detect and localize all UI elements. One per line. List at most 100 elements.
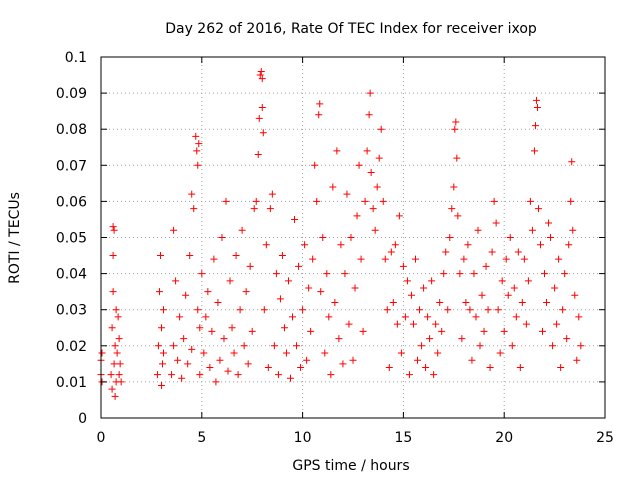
- data-point: [260, 306, 268, 314]
- data-point: [500, 327, 508, 335]
- data-point: [170, 226, 178, 234]
- data-point: [490, 197, 498, 205]
- data-point: [208, 327, 216, 335]
- data-point: [259, 129, 267, 137]
- data-point: [536, 241, 544, 249]
- data-point: [563, 335, 571, 343]
- data-point: [426, 335, 434, 343]
- data-point: [434, 349, 442, 357]
- y-tick-label: 0.01: [56, 375, 87, 391]
- data-point: [155, 288, 163, 296]
- data-point: [278, 252, 286, 260]
- data-point: [309, 255, 317, 263]
- data-point: [158, 360, 166, 368]
- data-point: [222, 197, 230, 205]
- data-point: [472, 313, 480, 321]
- data-point: [539, 327, 547, 335]
- data-point: [532, 96, 540, 104]
- x-tick-label: 15: [394, 430, 412, 446]
- data-point: [371, 226, 379, 234]
- y-tick-label: 0.1: [65, 50, 87, 66]
- data-point: [289, 313, 297, 321]
- data-point: [414, 356, 422, 364]
- y-tick-label: 0.07: [56, 158, 87, 174]
- data-point: [506, 234, 514, 241]
- data-point: [172, 277, 180, 285]
- x-tick-label: 10: [294, 430, 312, 446]
- data-point: [450, 183, 458, 191]
- data-point: [453, 154, 461, 162]
- data-point: [438, 327, 446, 335]
- data-point: [424, 313, 432, 321]
- data-point: [111, 342, 119, 350]
- data-point: [182, 291, 190, 299]
- data-point: [526, 197, 534, 205]
- data-point: [268, 190, 276, 198]
- data-point: [462, 298, 470, 306]
- data-point: [297, 363, 305, 371]
- data-point: [110, 226, 118, 234]
- data-point: [115, 335, 123, 343]
- data-point: [389, 298, 397, 306]
- data-point: [409, 320, 417, 328]
- data-point: [110, 360, 118, 368]
- x-tick-label: 20: [495, 430, 513, 446]
- data-point: [367, 169, 375, 177]
- data-point: [117, 378, 125, 386]
- data-point: [478, 291, 486, 299]
- data-point: [236, 306, 244, 314]
- data-point: [498, 277, 506, 285]
- data-point: [109, 288, 117, 296]
- data-point: [504, 291, 512, 299]
- data-point: [365, 111, 373, 119]
- data-point: [349, 356, 357, 364]
- data-point: [157, 382, 165, 390]
- data-point: [176, 313, 184, 321]
- data-point: [387, 248, 395, 256]
- y-tick-label: 0.08: [56, 122, 87, 138]
- data-point: [270, 342, 278, 350]
- data-point: [379, 197, 387, 205]
- data-point: [274, 371, 282, 379]
- data-point: [569, 226, 577, 234]
- y-tick-label: 0: [78, 411, 87, 427]
- data-point: [510, 284, 518, 292]
- data-point: [317, 288, 325, 296]
- y-tick-label: 0.09: [56, 86, 87, 102]
- data-point: [178, 374, 186, 382]
- data-point: [466, 306, 474, 314]
- data-point: [258, 104, 266, 112]
- data-point: [422, 363, 430, 371]
- data-point: [154, 342, 162, 350]
- data-point: [369, 205, 377, 213]
- data-point: [204, 288, 212, 296]
- data-point: [363, 147, 371, 155]
- data-point: [565, 241, 573, 249]
- data-point: [196, 324, 204, 332]
- data-point: [195, 140, 203, 148]
- data-point: [397, 349, 405, 357]
- data-point: [432, 320, 440, 328]
- data-point: [357, 255, 365, 263]
- data-point: [559, 306, 567, 314]
- data-point: [266, 205, 274, 213]
- data-point: [359, 327, 367, 335]
- data-point: [391, 241, 399, 249]
- data-point: [238, 226, 246, 234]
- data-point: [451, 125, 459, 133]
- x-tick-label: 5: [197, 430, 206, 446]
- data-point: [355, 161, 363, 169]
- data-point: [442, 248, 450, 256]
- data-point: [520, 255, 528, 263]
- data-point: [212, 378, 220, 386]
- data-point: [549, 342, 557, 350]
- data-point: [482, 262, 490, 270]
- data-point: [341, 270, 349, 278]
- data-point: [109, 252, 117, 260]
- data-point: [180, 335, 188, 343]
- data-point: [206, 363, 214, 371]
- y-axis-ticks: 0 0.01 0.02 0.03 0.04 0.05 0.06 0.07 0.08 0.09 0.1: [56, 50, 605, 427]
- data-point: [156, 252, 164, 260]
